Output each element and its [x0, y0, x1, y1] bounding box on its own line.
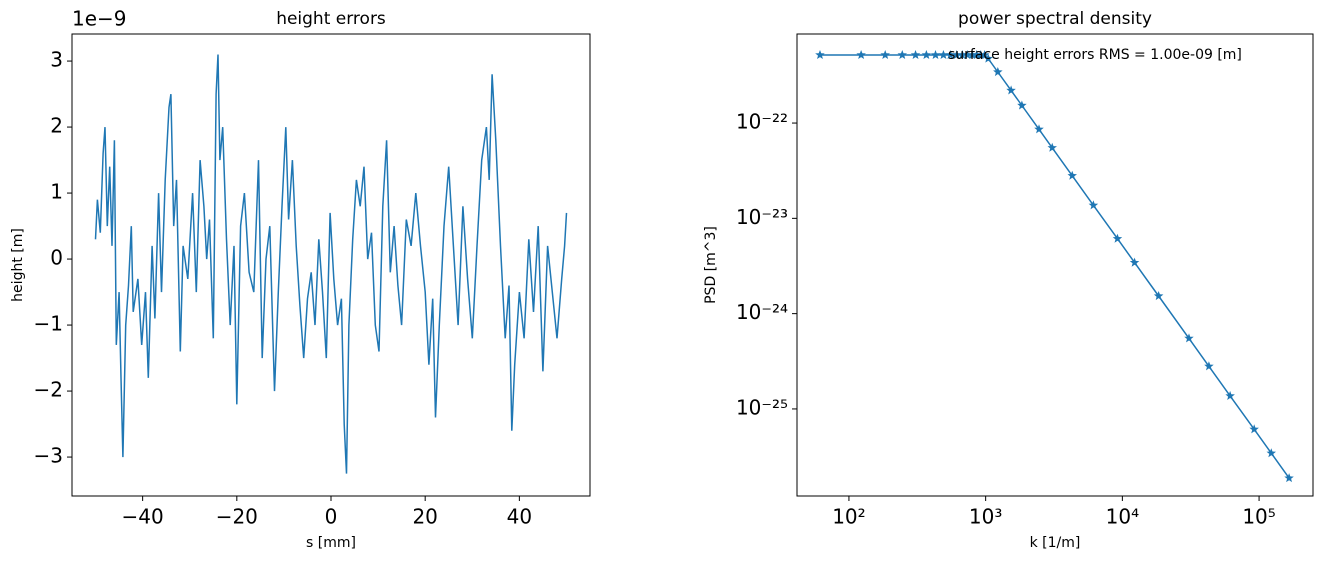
- star-marker: [993, 67, 1003, 77]
- star-marker: [930, 50, 941, 59]
- star-marker: [1112, 233, 1123, 243]
- star-marker: [921, 50, 932, 59]
- x-tick-label: 20: [412, 505, 437, 529]
- y-tick-label: −2: [34, 378, 63, 402]
- star-marker: [945, 50, 956, 59]
- star-marker: [910, 50, 921, 59]
- y-tick-label: −1: [34, 312, 63, 336]
- star-marker: [1006, 85, 1016, 95]
- star-marker: [962, 50, 973, 59]
- x-tick-label: −40: [122, 505, 164, 529]
- star-marker: [957, 50, 968, 59]
- star-marker: [897, 50, 907, 59]
- y-axis-label: height [m]: [10, 228, 26, 302]
- star-marker: [1153, 291, 1164, 301]
- chart-title: power spectral density: [958, 9, 1152, 29]
- y-axis-label: PSD [m^3]: [703, 226, 719, 304]
- x-tick-label: −20: [216, 505, 258, 529]
- data-line: [820, 54, 1290, 479]
- star-marker: [1204, 361, 1214, 371]
- data-line: [94, 54, 568, 474]
- star-marker: [938, 50, 949, 59]
- star-marker: [1266, 448, 1276, 458]
- star-marker: [1184, 333, 1194, 343]
- axes-frame: [796, 33, 1314, 497]
- star-marker: [967, 50, 977, 59]
- star-marker: [1088, 200, 1099, 210]
- y-tick-label: 2: [50, 114, 63, 138]
- star-marker: [856, 50, 866, 59]
- x-tick-label: 0: [325, 505, 338, 529]
- star-marker: [1284, 473, 1294, 483]
- x-tick-label: 10⁴: [1106, 505, 1139, 529]
- star-marker: [1067, 170, 1077, 180]
- star-marker: [1034, 124, 1044, 134]
- star-marker: [815, 50, 825, 59]
- offset-text: 1e−9: [72, 7, 127, 31]
- y-tick-label: 3: [50, 48, 63, 72]
- y-tick-label: −3: [34, 444, 63, 468]
- x-axis-label: s [mm]: [306, 535, 356, 551]
- star-marker: [983, 53, 993, 63]
- star-marker: [880, 50, 890, 59]
- y-tick-label: 10⁻²²: [736, 110, 788, 134]
- star-marker: [979, 50, 990, 59]
- y-tick-label: 1: [50, 180, 63, 204]
- star-marker: [976, 50, 986, 59]
- star-marker: [1017, 100, 1027, 110]
- x-tick-label: 10⁵: [1242, 505, 1275, 529]
- y-tick-label: 10⁻²³: [736, 205, 788, 229]
- x-tick-label: 40: [507, 505, 532, 529]
- y-tick-label: 0: [50, 246, 63, 270]
- star-marker: [1249, 424, 1259, 434]
- x-tick-label: 10³: [969, 505, 1002, 529]
- star-marker: [1129, 257, 1140, 267]
- annotation: surface height errors RMS = 1.00e-09 [m]: [948, 47, 1242, 63]
- star-marker: [1225, 390, 1235, 400]
- y-tick-label: 10⁻²⁵: [736, 395, 788, 419]
- x-axis-label: k [1/m]: [1030, 535, 1081, 551]
- chart-title: height errors: [276, 9, 386, 29]
- y-tick-label: 10⁻²⁴: [736, 300, 788, 324]
- star-marker: [971, 50, 982, 59]
- star-marker: [951, 50, 962, 59]
- star-marker: [1047, 142, 1057, 152]
- x-tick-label: 10²: [832, 505, 865, 529]
